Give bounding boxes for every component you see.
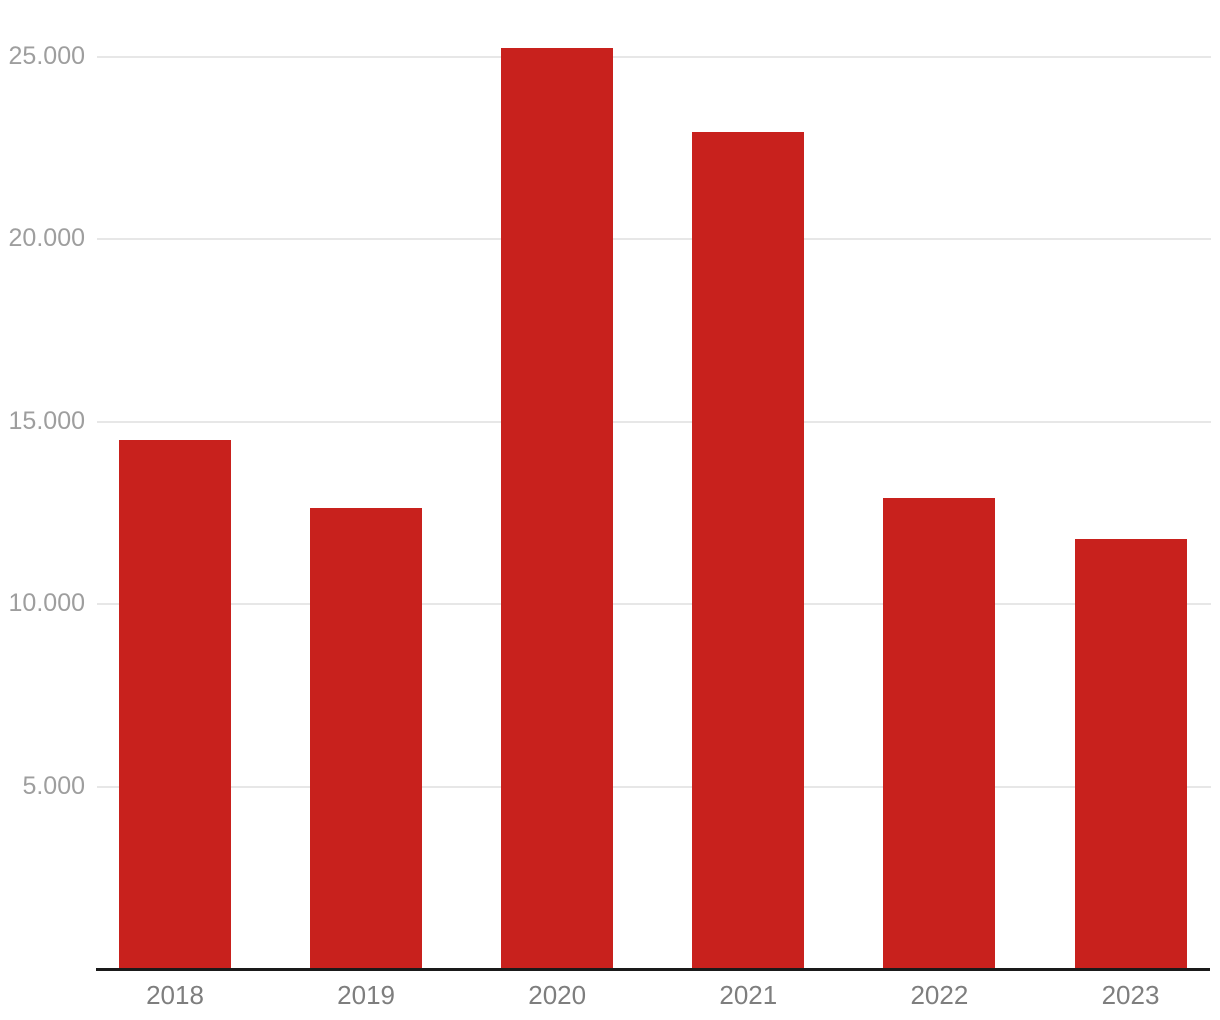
x-axis-line [96,968,1210,971]
gridline [97,603,1211,606]
x-axis-tick-label: 2018 [146,980,204,1010]
gridline [97,785,1211,788]
y-axis-tick-label: 5.000 [22,771,85,800]
y-axis-tick-label: 15.000 [8,406,85,435]
y-axis-tick-label: 25.000 [8,42,85,70]
bar-2021[interactable] [692,131,805,969]
x-axis-tick-label: 2022 [910,980,969,1010]
y-axis-tick-label: 20.000 [8,224,85,253]
bar-2022[interactable] [883,498,996,969]
x-axis-tick-label: 2021 [719,980,778,1010]
gridline [97,238,1211,241]
x-axis-tick-label: 2023 [1101,980,1160,1010]
bar-2019[interactable] [310,507,423,969]
y-axis-tick-label: 10.000 [8,589,85,618]
bar-2018[interactable] [119,440,231,969]
gridline [97,420,1211,423]
x-axis-tick-label: 2019 [337,980,396,1010]
bar-2020[interactable] [501,47,614,969]
gridline [97,56,1211,58]
x-axis-tick-label: 2020 [528,980,587,1010]
bar-2023[interactable] [1074,538,1187,969]
